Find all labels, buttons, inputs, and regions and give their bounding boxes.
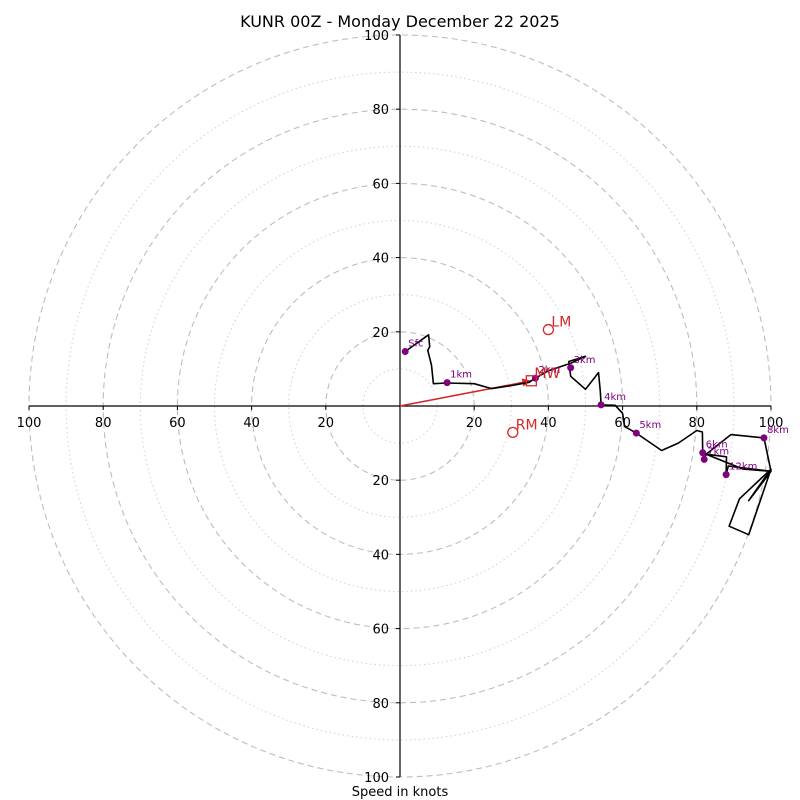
- height-marker-label: 1km: [450, 370, 472, 381]
- y-tick-label: 80: [372, 103, 389, 118]
- height-marker-label: 7km: [707, 446, 729, 457]
- height-marker-label: 5km: [639, 420, 661, 431]
- y-tick-label: 40: [372, 548, 389, 563]
- height-marker-point: [401, 347, 409, 355]
- x-tick-label: 60: [169, 416, 186, 431]
- x-tick-label: 40: [243, 416, 260, 431]
- motion-marker-label: RM: [516, 417, 538, 433]
- height-marker-label: 4km: [604, 392, 626, 403]
- height-marker-point: [531, 374, 539, 382]
- x-tick-label: 20: [466, 416, 483, 431]
- y-tick-label: 20: [372, 326, 389, 341]
- height-marker-label: 2km: [538, 365, 560, 376]
- x-tick-label: 80: [95, 416, 112, 431]
- height-marker-point: [699, 449, 707, 457]
- x-tick-label: 40: [540, 416, 557, 431]
- height-marker-label: Sfc: [408, 338, 423, 349]
- y-tick-label: 100: [364, 29, 389, 44]
- height-marker-point: [567, 364, 575, 372]
- height-marker-point: [700, 455, 708, 463]
- height-marker-label: 3km: [574, 355, 596, 366]
- y-tick-label: 100: [364, 771, 389, 786]
- x-tick-label: 80: [689, 416, 706, 431]
- motion-vector-line: [399, 379, 532, 407]
- height-marker-label: 12km: [729, 462, 757, 473]
- height-marker-label: 8km: [767, 425, 789, 436]
- motion-marker-circle: [542, 323, 555, 336]
- x-axis-label: Speed in knots: [352, 785, 449, 800]
- motion-marker-label: MW: [534, 366, 560, 382]
- storm-motion-markers: LM RM MW: [507, 315, 571, 438]
- height-marker-point: [722, 471, 730, 479]
- hodograph-trace: [404, 333, 772, 536]
- hodograph-line: [404, 333, 772, 536]
- height-marker-point: [597, 401, 605, 409]
- y-tick-label: 60: [372, 623, 389, 638]
- motion-marker-label: LM: [551, 315, 571, 331]
- height-marker-point: [443, 379, 451, 387]
- motion-marker-circle: [507, 426, 519, 438]
- height-marker-point: [760, 434, 768, 442]
- height-marker-point: [632, 429, 640, 437]
- x-tick-label: 20: [318, 416, 335, 431]
- x-tick-label: 100: [759, 416, 784, 431]
- x-tick-label: 100: [17, 416, 42, 431]
- chart-title: KUNR 00Z - Monday December 22 2025: [240, 12, 560, 31]
- height-marker-label: 6km: [706, 440, 728, 451]
- y-tick-label: 40: [372, 252, 389, 267]
- y-tick-label: 60: [372, 177, 389, 192]
- y-tick-label: 80: [372, 697, 389, 712]
- y-tick-label: 20: [372, 474, 389, 489]
- motion-marker-square: [525, 375, 537, 387]
